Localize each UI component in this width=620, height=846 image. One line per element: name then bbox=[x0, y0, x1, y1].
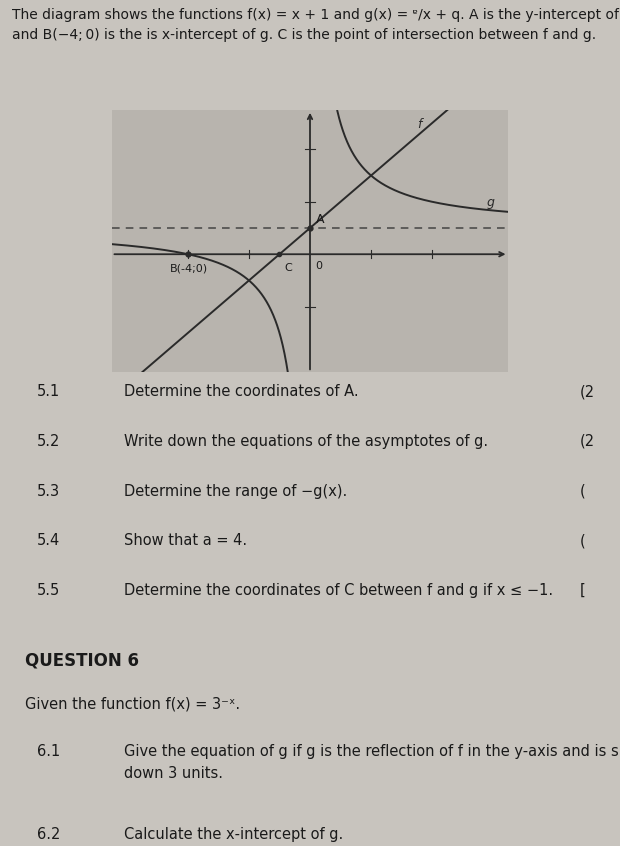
Text: 5.4: 5.4 bbox=[37, 533, 60, 548]
Text: (: ( bbox=[580, 484, 585, 498]
Text: 5.3: 5.3 bbox=[37, 484, 60, 498]
Text: 5.2: 5.2 bbox=[37, 434, 61, 449]
Text: [: [ bbox=[580, 583, 585, 598]
Text: C: C bbox=[284, 263, 292, 273]
Text: Determine the coordinates of C between f and g if x ≤ −1.: Determine the coordinates of C between f… bbox=[124, 583, 553, 598]
Text: QUESTION 6: QUESTION 6 bbox=[25, 651, 139, 670]
Text: 5.5: 5.5 bbox=[37, 583, 60, 598]
Text: Determine the coordinates of A.: Determine the coordinates of A. bbox=[124, 384, 358, 399]
Text: The diagram shows the functions f(x) = x + 1 and g(x) = ᵄ/x + q. A is the y‑inte: The diagram shows the functions f(x) = x… bbox=[12, 8, 620, 42]
Text: Given the function f(x) = 3⁻ˣ.: Given the function f(x) = 3⁻ˣ. bbox=[25, 697, 240, 711]
Text: (: ( bbox=[580, 533, 585, 548]
Text: g: g bbox=[487, 195, 495, 209]
Text: f: f bbox=[417, 118, 421, 131]
Text: Write down the equations of the asymptotes of g.: Write down the equations of the asymptot… bbox=[124, 434, 488, 449]
Text: Calculate the x-intercept of g.: Calculate the x-intercept of g. bbox=[124, 827, 343, 842]
Text: 6.2: 6.2 bbox=[37, 827, 61, 842]
Text: (2: (2 bbox=[580, 384, 595, 399]
Text: B(-4;0): B(-4;0) bbox=[170, 263, 208, 273]
Text: 5.1: 5.1 bbox=[37, 384, 60, 399]
Text: 6.1: 6.1 bbox=[37, 744, 60, 759]
Text: (2: (2 bbox=[580, 434, 595, 449]
Text: Give the equation of g if g is the reflection of f in the y-axis and is shifted
: Give the equation of g if g is the refle… bbox=[124, 744, 620, 782]
Text: 0: 0 bbox=[316, 261, 322, 271]
Text: Show that a = 4.: Show that a = 4. bbox=[124, 533, 247, 548]
Text: Determine the range of −g(x).: Determine the range of −g(x). bbox=[124, 484, 347, 498]
Text: A: A bbox=[316, 212, 324, 226]
